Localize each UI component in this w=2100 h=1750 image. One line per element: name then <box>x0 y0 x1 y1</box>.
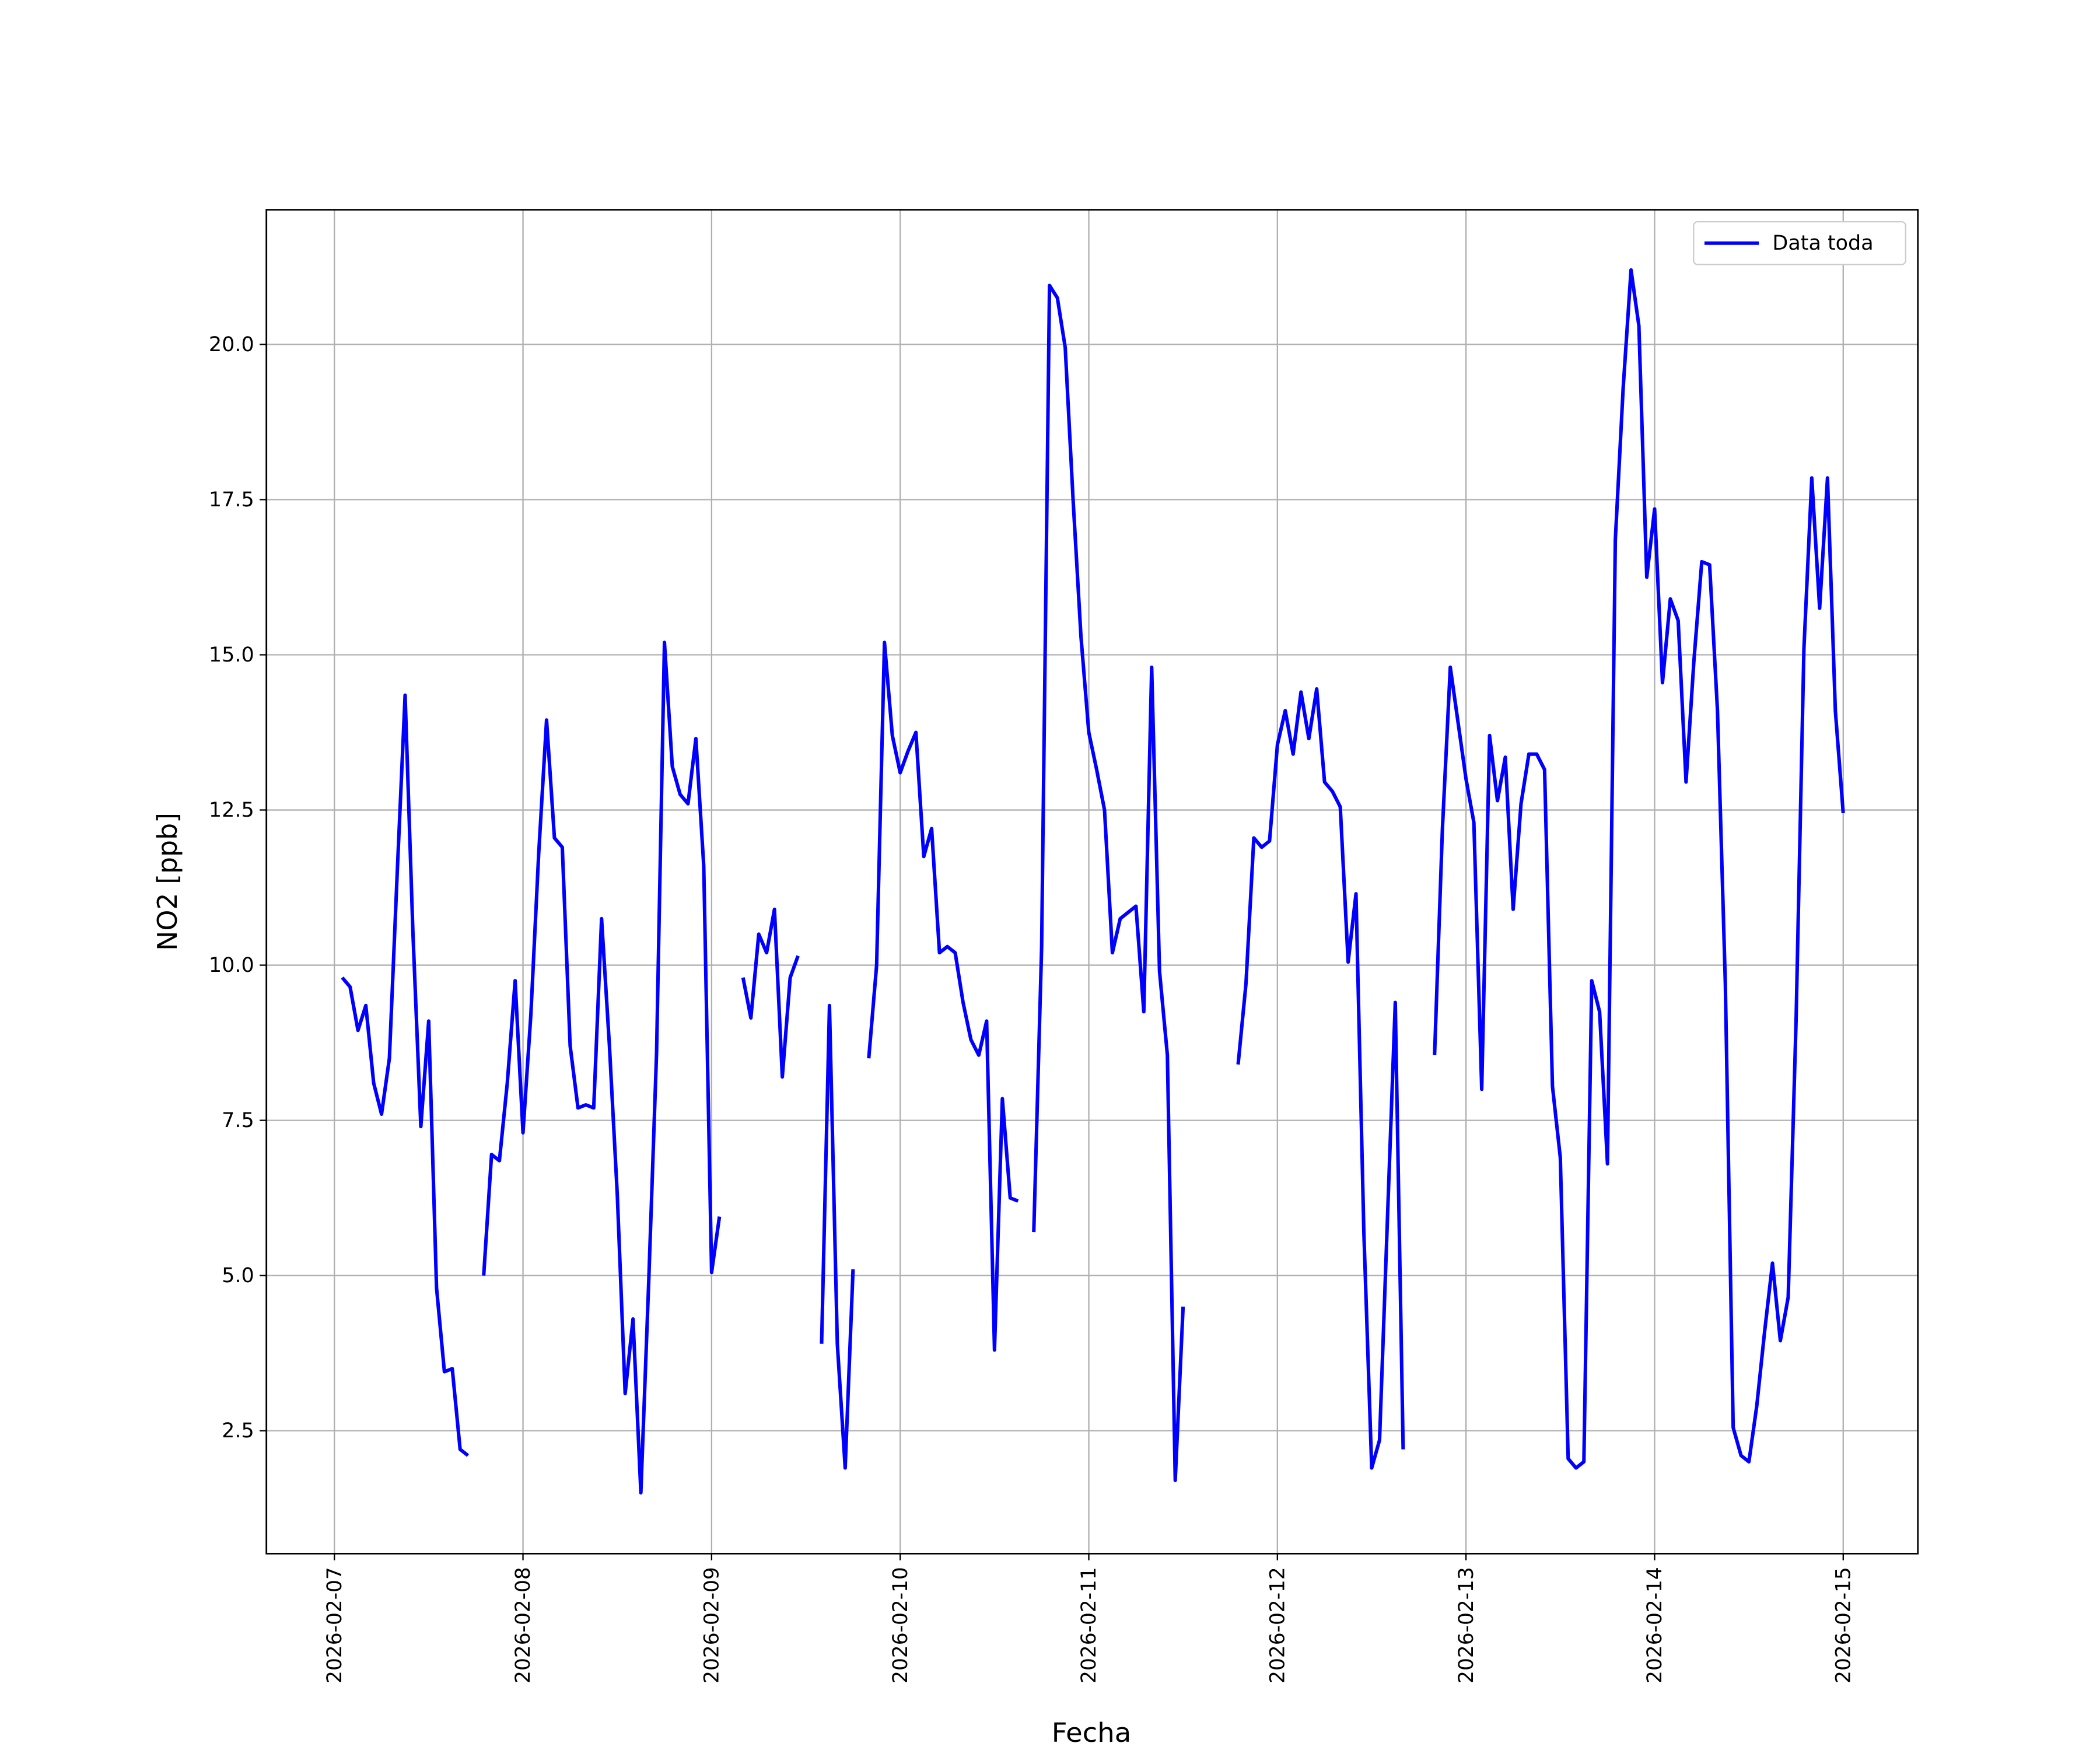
x-tick-label: 2026-02-07 <box>323 1567 346 1684</box>
y-tick-label: 2.5 <box>222 1419 254 1443</box>
y-tick-label: 10.0 <box>209 954 254 977</box>
legend-box <box>1693 221 1906 265</box>
x-tick-label: 2026-02-10 <box>889 1567 912 1684</box>
y-tick-label: 15.0 <box>209 643 254 667</box>
y-axis-label: NO2 [ppb] <box>152 813 183 951</box>
y-tick-label: 5.0 <box>222 1264 254 1287</box>
plot-frame <box>265 209 1919 1555</box>
y-tick-label: 7.5 <box>222 1109 254 1132</box>
x-tick-label: 2026-02-08 <box>512 1567 535 1684</box>
x-tick-label: 2026-02-15 <box>1832 1567 1855 1684</box>
y-tick-label: 17.5 <box>209 488 254 512</box>
x-tick-label: 2026-02-12 <box>1266 1567 1289 1684</box>
x-tick-label: 2026-02-13 <box>1455 1567 1478 1684</box>
x-tick-label: 2026-02-14 <box>1643 1567 1667 1684</box>
y-tick-label: 12.5 <box>209 799 254 822</box>
x-tick-label: 2026-02-11 <box>1077 1567 1101 1684</box>
x-tick-label: 2026-02-09 <box>700 1567 723 1684</box>
x-axis-label: Fecha <box>1052 1717 1132 1749</box>
data-line <box>341 268 1845 1495</box>
y-tick-label: 20.0 <box>209 333 254 356</box>
legend-label: Data toda <box>1772 232 1873 256</box>
